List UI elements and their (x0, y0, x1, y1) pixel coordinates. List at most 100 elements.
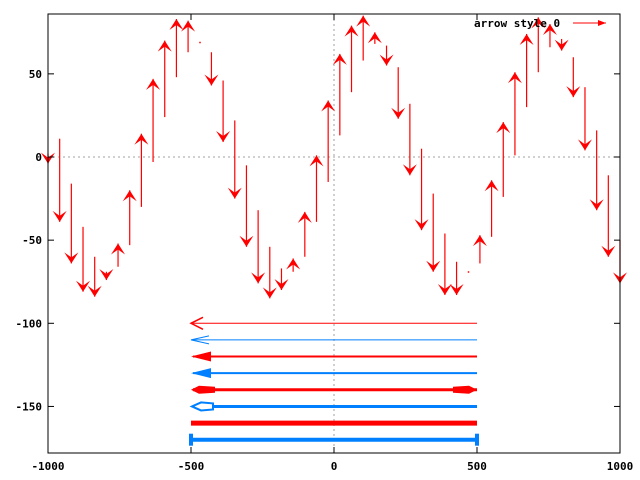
wave-arrow (76, 226, 91, 292)
wave-arrows (41, 15, 627, 299)
style-arrow (189, 433, 479, 446)
arrow-head (437, 284, 452, 296)
arrow-head (332, 53, 347, 65)
arrow-head (402, 164, 417, 176)
arrow-head (169, 18, 184, 30)
wave-arrow (52, 138, 67, 222)
arrow-head (190, 335, 210, 345)
arrow-head (189, 316, 204, 330)
wave-arrow (227, 120, 242, 199)
arrow-head (122, 190, 137, 202)
wave-arrow (99, 269, 114, 281)
arrow-head (87, 285, 102, 297)
arrow-head (484, 180, 499, 192)
arrow-head (601, 245, 616, 257)
wave-arrow (531, 17, 546, 73)
arrow-head (554, 39, 569, 51)
arrow-head (309, 155, 324, 167)
style-arrow (189, 401, 477, 412)
arrow-head (189, 401, 214, 412)
arrow-head (391, 107, 406, 119)
arrow-head (191, 368, 211, 379)
x-tick-label: 500 (467, 460, 487, 473)
wave-arrow (332, 53, 347, 136)
wave-arrow (297, 211, 312, 257)
arrow-head (542, 23, 557, 35)
arrow-head (297, 211, 312, 223)
arrow-head (519, 33, 534, 45)
arrow-head (286, 258, 301, 270)
wave-arrow (169, 18, 184, 78)
arrow-head (589, 199, 604, 211)
x-tick-label: -1000 (31, 460, 64, 473)
wave-arrow (402, 103, 417, 176)
arrow-head (134, 133, 149, 145)
wave-arrow (601, 175, 616, 257)
arrow-head (191, 351, 211, 362)
y-tick-label: -150 (16, 400, 43, 413)
arrow-head (111, 243, 126, 255)
style-arrow (191, 385, 477, 394)
wave-arrow (286, 258, 301, 272)
wave-arrow (64, 183, 79, 264)
wave-arrow (589, 130, 604, 211)
wave-arrow (467, 271, 470, 273)
arrow-head (414, 219, 429, 231)
arrow-head (344, 25, 359, 37)
arrow-dot (467, 271, 470, 273)
zero-axes (48, 14, 620, 453)
legend-label: arrow style 0 (474, 17, 560, 30)
wave-arrow (157, 40, 172, 118)
wave-arrow (484, 180, 499, 237)
arrow-head-end (453, 385, 477, 394)
y-tick-label: -50 (22, 234, 42, 247)
arrow-head (216, 131, 231, 143)
wave-arrow (519, 33, 534, 108)
arrow-head (251, 272, 266, 284)
arrow-head (496, 122, 511, 134)
style-arrow (189, 316, 477, 330)
wave-arrow (134, 133, 149, 207)
wave-arrow (391, 67, 406, 119)
arrow-dot (199, 41, 201, 44)
arrow-head (99, 269, 114, 281)
wave-arrow (507, 72, 522, 156)
wave-arrow (274, 268, 289, 291)
legend-arrow-head (598, 20, 606, 26)
wave-arrow (262, 246, 277, 299)
wave-arrow (414, 148, 429, 231)
legend: arrow style 0 (474, 17, 606, 30)
arrow-head (64, 252, 79, 264)
arrow-head (204, 74, 219, 86)
arrow-head (146, 78, 161, 90)
arrow-head (507, 72, 522, 84)
wave-arrow (181, 20, 196, 53)
wave-arrow (146, 78, 161, 162)
wave-arrow (199, 41, 201, 44)
wave-arrow (566, 57, 581, 98)
y-tick-label: -100 (16, 317, 43, 330)
wave-arrow (309, 155, 324, 222)
wave-arrow (577, 87, 592, 151)
wave-arrow (344, 25, 359, 93)
wave-arrow (204, 52, 219, 86)
arrow-head (191, 385, 215, 394)
wave-arrow (111, 243, 126, 267)
wave-arrow (449, 261, 464, 296)
arrow-head (566, 86, 581, 98)
arrow-head (449, 284, 464, 296)
arrow-head (76, 280, 91, 292)
arrow-head (239, 235, 254, 247)
wave-arrow (426, 193, 441, 272)
wave-arrow (542, 23, 557, 48)
wave-arrow (251, 210, 266, 284)
wave-arrow (321, 100, 336, 182)
arrow-head (274, 279, 289, 291)
wave-arrow (496, 122, 511, 197)
wave-arrow (122, 190, 137, 246)
arrow-head (227, 187, 242, 199)
arrow-head (426, 260, 441, 272)
wave-arrow (554, 38, 569, 51)
wave-arrow (356, 15, 371, 61)
